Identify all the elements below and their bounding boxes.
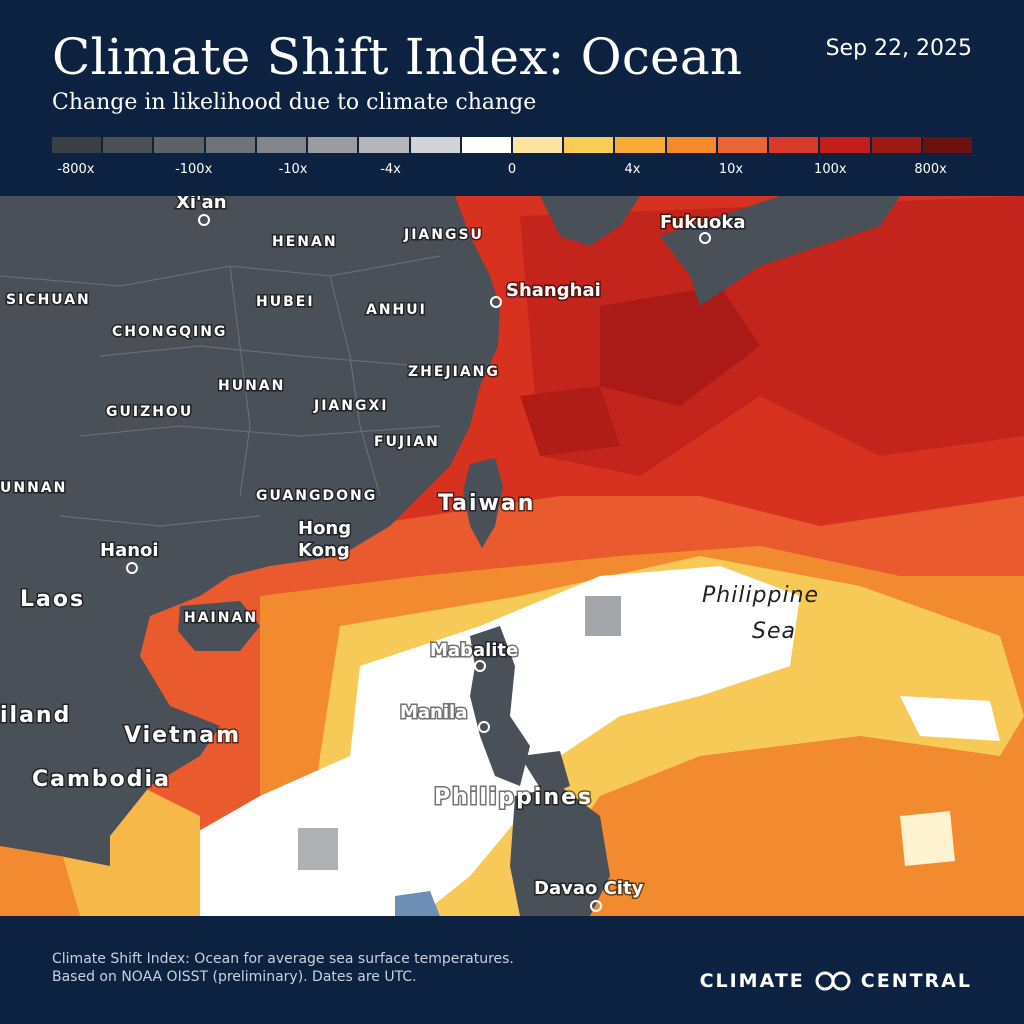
province-guangdong: GUANGDONG xyxy=(256,488,377,504)
rings-icon xyxy=(815,971,851,991)
mainland-asia xyxy=(0,196,500,866)
country-vietnam: Vietnam xyxy=(124,723,241,748)
legend-swatch xyxy=(615,137,665,153)
city-fukuoka: Fukuoka xyxy=(660,212,745,233)
legend-swatch xyxy=(308,137,358,153)
brand-right: CENTRAL xyxy=(860,970,972,992)
city-shanghai: Shanghai xyxy=(506,280,601,301)
province-guizhou: GUIZHOU xyxy=(106,404,193,420)
header: Climate Shift Index: Ocean Sep 22, 2025 … xyxy=(0,0,1024,196)
legend-swatch xyxy=(410,137,460,153)
mindanao-island xyxy=(510,786,610,916)
legend-swatch xyxy=(103,137,153,153)
date-label: Sep 22, 2025 xyxy=(825,36,972,61)
province-jiangsu: JIANGSU xyxy=(403,227,484,243)
city-marker xyxy=(474,660,486,672)
legend-label: 10x xyxy=(718,162,744,177)
ocean-gray-spot xyxy=(585,596,621,636)
province-chongqing: CHONGQING xyxy=(112,324,227,340)
province-anhui: ANHUI xyxy=(366,302,427,318)
map-canvas: HENAN JIANGSU SICHUAN HUBEI ANHUI CHONGQ… xyxy=(0,196,1024,916)
city-marker xyxy=(490,296,502,308)
city-marker xyxy=(198,214,210,226)
legend-swatch xyxy=(769,137,819,153)
province-hubei: HUBEI xyxy=(256,294,315,310)
hainan-island xyxy=(178,601,260,651)
footer: Climate Shift Index: Ocean for average s… xyxy=(0,916,1024,1024)
legend-label: -4x xyxy=(380,162,401,177)
country-thailand: iland xyxy=(0,703,71,728)
province-hainan: HAINAN xyxy=(184,610,258,626)
borneo-tip xyxy=(395,891,440,916)
province-henan: HENAN xyxy=(272,234,338,250)
legend-label: -100x xyxy=(175,162,213,177)
city-marker xyxy=(478,721,490,733)
legend-label: 0 xyxy=(507,162,517,177)
climate-central-logo: CLIMATE CENTRAL xyxy=(700,970,972,992)
footer-line: Based on NOAA OISST (preliminary). Dates… xyxy=(52,969,417,985)
taiwan-island xyxy=(463,458,503,548)
country-philippines: Philippines xyxy=(434,785,593,810)
city-davao: Davao City xyxy=(534,878,644,899)
province-jiangxi: JIANGXI xyxy=(313,398,388,414)
province-yunnan: UNNAN xyxy=(0,480,67,496)
ocean-neutral xyxy=(900,696,1000,741)
legend-swatch xyxy=(461,137,511,153)
map[interactable]: HENAN JIANGSU SICHUAN HUBEI ANHUI CHONGQ… xyxy=(0,196,1024,916)
country-taiwan: Taiwan xyxy=(438,491,535,516)
legend-swatch xyxy=(52,137,102,153)
province-sichuan: SICHUAN xyxy=(6,292,91,308)
legend-swatch xyxy=(922,137,972,153)
legend-color-bar xyxy=(52,137,972,153)
province-borders xyxy=(0,255,441,527)
country-laos: Laos xyxy=(20,587,85,612)
legend-swatch xyxy=(154,137,204,153)
visayas-island xyxy=(520,751,570,796)
subtitle: Change in likelihood due to climate chan… xyxy=(52,90,537,115)
ocean-dark-red xyxy=(520,196,1024,476)
korea-land xyxy=(540,196,640,246)
legend-swatch xyxy=(666,137,716,153)
footer-line: Climate Shift Index: Ocean for average s… xyxy=(52,951,514,967)
sea-label-line2: Sea xyxy=(752,619,796,644)
city-xian: Xi'an xyxy=(176,196,227,213)
ocean-neutral xyxy=(900,811,955,866)
legend-swatch xyxy=(205,137,255,153)
city-marker xyxy=(126,562,138,574)
city-marker xyxy=(699,232,711,244)
legend-swatch xyxy=(871,137,921,153)
page-title: Climate Shift Index: Ocean xyxy=(52,28,743,86)
legend-swatch xyxy=(820,137,870,153)
footer-caption: Climate Shift Index: Ocean for average s… xyxy=(52,950,514,986)
province-hunan: HUNAN xyxy=(218,378,285,394)
legend-label: -800x xyxy=(57,162,95,177)
legend-labels: -800x -100x -10x -4x 0 4x 10x 100x 800x xyxy=(52,162,972,182)
legend-swatch xyxy=(512,137,563,153)
japan-land xyxy=(660,196,900,306)
city-hong: Hong xyxy=(298,518,351,539)
sea-label-line1: Philippine xyxy=(702,583,819,608)
legend-label: 800x xyxy=(914,162,947,177)
legend-label: 100x xyxy=(814,162,847,177)
city-hanoi: Hanoi xyxy=(100,540,159,561)
ocean-deep-red xyxy=(600,286,760,406)
city-kong: Kong xyxy=(298,540,350,561)
brand-left: CLIMATE xyxy=(699,970,805,992)
province-zhejiang: ZHEJIANG xyxy=(408,364,500,380)
ocean-deep-red xyxy=(520,386,620,456)
legend-label: -10x xyxy=(278,162,308,177)
legend-label: 4x xyxy=(624,162,641,177)
legend-swatch xyxy=(717,137,768,153)
legend-swatch xyxy=(256,137,307,153)
legend-swatch xyxy=(359,137,409,153)
legend-swatch xyxy=(564,137,614,153)
province-fujian: FUJIAN xyxy=(374,434,440,450)
country-cambodia: Cambodia xyxy=(32,767,171,792)
city-manila: Manila xyxy=(400,702,467,723)
city-marker xyxy=(590,900,602,912)
ocean-gray-spot xyxy=(298,828,338,870)
city-mabalite: Mabalite xyxy=(430,640,518,661)
